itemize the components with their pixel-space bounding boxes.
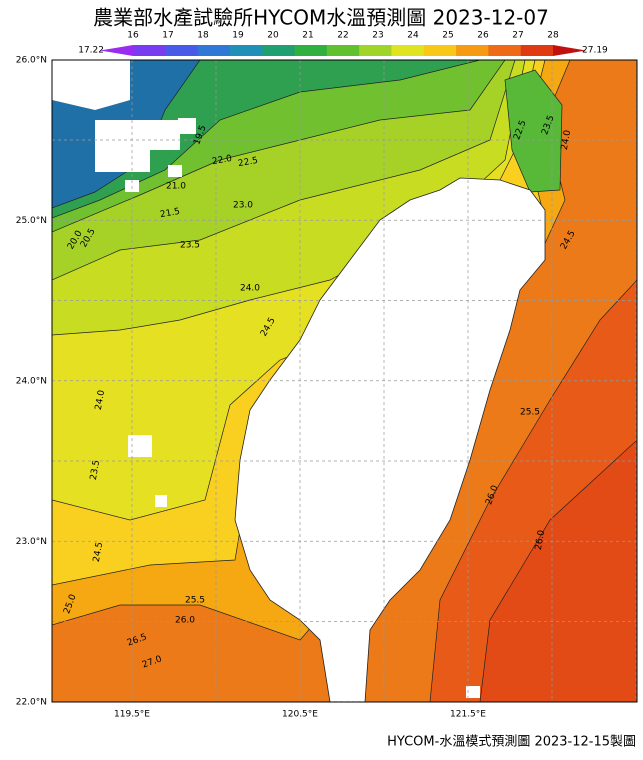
- colorbar-tick-label: 20: [267, 31, 279, 41]
- colorbar-segment: [262, 45, 296, 56]
- colorbar-segment: [229, 45, 263, 56]
- colorbar-segment: [423, 45, 457, 56]
- colorbar-tick-label: 18: [197, 31, 209, 41]
- colorbar-max-label: 27.19: [582, 46, 608, 56]
- contour-label: 23.5: [180, 241, 200, 251]
- colorbar-segment: [197, 45, 231, 56]
- colorbar-tick-label: 23: [372, 31, 383, 41]
- colorbar-tick-label: 22: [337, 31, 348, 41]
- colorbar-segment: [456, 45, 489, 56]
- contour-label: 24.0: [94, 389, 107, 411]
- colorbar-segment: [391, 45, 425, 56]
- contour-label: 23.5: [89, 459, 102, 480]
- contour-label: 22.5: [237, 156, 258, 169]
- colorbar-tick-label: 16: [127, 31, 139, 41]
- colorbar: 16 17 18 19 20 21 22 23 24 25 26 27 28 17.22 27.19: [78, 31, 608, 56]
- map-frame: [51, 59, 638, 703]
- axes: 26.0°N 25.0°N 24.0°N 23.0°N 22.0°N 119.5°E 120…: [16, 56, 487, 720]
- colorbar-tick-label: 27: [512, 31, 523, 41]
- colorbar-segment: [488, 45, 522, 56]
- colorbar-arrow: [100, 45, 133, 56]
- taiwan-island: [234, 177, 546, 702]
- lon-label: 119.5°E: [114, 710, 150, 720]
- colorbar-tick-label: 24: [407, 31, 419, 41]
- colorbar-tick-label: 21: [302, 31, 313, 41]
- footer: HYCOM-水溫模式預測圖 2023-12-15製圖: [387, 735, 636, 750]
- colorbar-min-label: 17.22: [78, 46, 104, 56]
- contour-label: 25.5: [520, 408, 540, 418]
- colorbar-segment: [165, 45, 199, 56]
- grid: [52, 60, 637, 702]
- title: 農業部水產試驗所HYCOM水溫預測圖 2023-12-07: [93, 6, 549, 30]
- colorbar-tick-label: 17: [162, 31, 173, 41]
- contour-label: 26.0: [534, 529, 547, 551]
- contour-label: 24.0: [240, 284, 260, 294]
- colorbar-arrow: [553, 45, 586, 56]
- sst-map: 19.520.020.521.021.522.0 22.523.023.524.0…: [52, 60, 637, 702]
- colorbar-tick-label: 26: [477, 31, 489, 41]
- colorbar-segment: [520, 45, 554, 56]
- colorbar-tick-label: 25: [442, 31, 453, 41]
- sea-region: [504, 69, 563, 193]
- contour-label: 21.5: [159, 207, 180, 220]
- lat-label: 23.0°N: [16, 537, 47, 547]
- lat-label: 26.0°N: [16, 56, 47, 66]
- contour-label: 22.0: [211, 154, 233, 167]
- lon-label: 120.5°E: [282, 710, 318, 720]
- colorbar-segment: [359, 45, 392, 56]
- colorbar-segment: [133, 45, 166, 56]
- contour-label: 26.0: [175, 616, 195, 626]
- lon-label: 121.5°E: [450, 710, 486, 720]
- lat-label: 22.0°N: [16, 698, 47, 708]
- contour-label: 25.5: [185, 596, 205, 606]
- colorbar-segment: [294, 45, 328, 56]
- colorbar-tick-label: 19: [232, 31, 244, 41]
- contour-label: 24.5: [92, 541, 105, 562]
- colorbar-segment: [326, 45, 360, 56]
- contour-label: 24.0: [560, 129, 573, 151]
- contour-label: 21.0: [166, 182, 186, 192]
- colorbar-tick-label: 28: [547, 31, 559, 41]
- lat-label: 25.0°N: [16, 216, 47, 226]
- lat-label: 24.0°N: [16, 377, 47, 387]
- contour-label: 23.0: [233, 201, 253, 211]
- sea-region: [479, 439, 637, 702]
